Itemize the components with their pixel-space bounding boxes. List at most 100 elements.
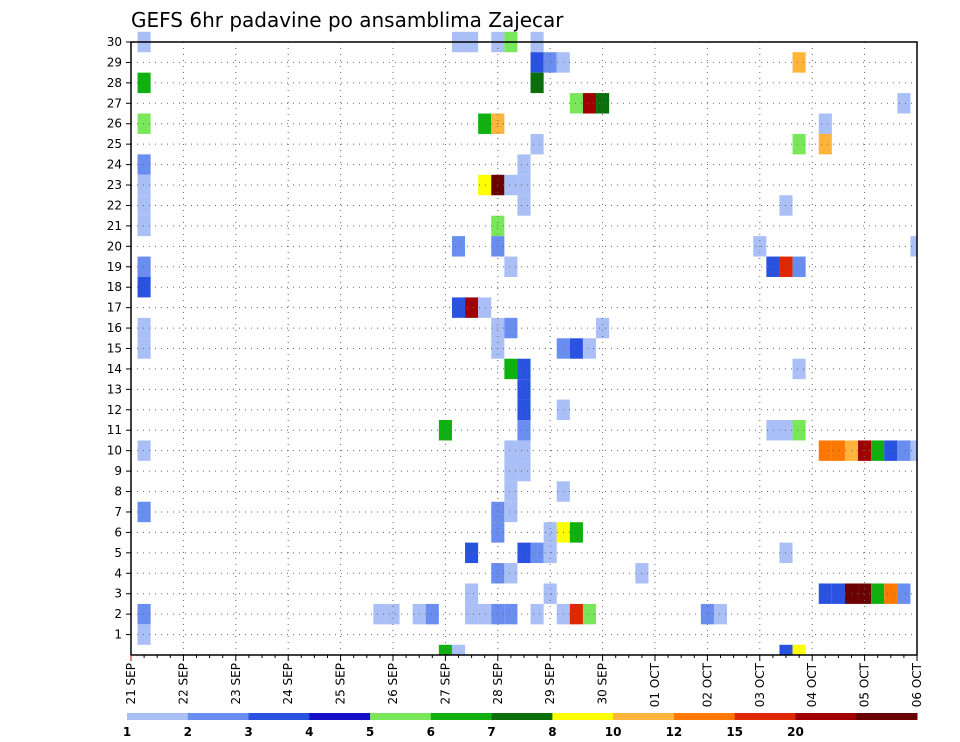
data-cell [530, 542, 544, 564]
data-cell [517, 358, 531, 380]
data-cell [543, 52, 557, 73]
data-cell [569, 522, 583, 543]
legend-label: 20 [787, 725, 804, 739]
data-cell [517, 154, 531, 175]
y-tick-label: 14 [107, 362, 122, 376]
data-cell [386, 603, 400, 625]
data-cell [543, 522, 557, 543]
data-cell [137, 603, 151, 625]
data-cell [569, 603, 583, 625]
data-cell [478, 113, 492, 134]
legend-label: 7 [487, 725, 495, 739]
data-cell [517, 399, 531, 421]
data-cell [884, 440, 898, 461]
legend-swatch [734, 713, 796, 720]
y-tick-label: 16 [107, 321, 122, 335]
legend-swatch [187, 713, 250, 720]
data-cell [504, 174, 518, 196]
x-axis: 21 SEP 22 SEP 23 SEP 24 SEP 25 SEP 26 SEP 27 S… [124, 655, 924, 707]
data-cell [451, 297, 466, 318]
data-cell [779, 644, 793, 655]
data-cell [137, 195, 151, 216]
y-tick-label: 29 [107, 55, 122, 69]
legend-label: 12 [666, 725, 683, 739]
y-tick-label: 13 [107, 382, 122, 396]
legend-swatch [491, 713, 553, 720]
data-cell [137, 276, 151, 298]
legend-label: 6 [427, 725, 435, 739]
y-tick-label: 18 [107, 280, 122, 294]
color-legend: 1 2 3 4 5 6 7 8 10 12 15 20 [123, 713, 918, 739]
legend-swatch [552, 713, 614, 720]
legend-swatch [370, 713, 432, 720]
data-cell [137, 256, 151, 277]
y-tick-label: 12 [107, 403, 122, 417]
data-cell [596, 317, 610, 339]
data-cell [858, 583, 872, 604]
y-tick-label: 9 [114, 464, 122, 478]
y-tick-label: 7 [114, 505, 122, 519]
data-cell [137, 215, 151, 237]
data-cell [137, 174, 151, 196]
data-cell [766, 420, 780, 441]
data-cell [465, 603, 479, 625]
x-tick-label: 22 SEP [176, 663, 190, 705]
y-tick-label: 19 [107, 260, 122, 274]
data-cell [137, 113, 151, 134]
x-tick-label: 02 OCT [700, 662, 714, 707]
data-cell [569, 338, 583, 359]
x-tick-label: 29 SEP [543, 663, 557, 705]
data-cell [373, 603, 387, 625]
legend-swatch [127, 713, 189, 720]
data-cell [465, 542, 479, 564]
data-cell [818, 133, 832, 155]
x-tick-label: 30 SEP [596, 663, 610, 705]
legend-swatch [309, 713, 371, 720]
data-cell [478, 603, 492, 625]
data-cell [425, 603, 439, 625]
y-tick-label: 28 [107, 76, 122, 90]
data-cell [792, 256, 806, 277]
legend-swatch [673, 713, 736, 720]
y-tick-label: 6 [114, 525, 122, 539]
data-cell [137, 338, 151, 359]
data-cell [137, 624, 151, 645]
data-cell [897, 440, 911, 461]
data-cell [897, 93, 911, 114]
x-tick-label: 06 OCT [910, 662, 924, 707]
data-cell [818, 113, 832, 134]
data-cell [478, 174, 492, 196]
data-cell [517, 174, 531, 196]
data-cell [530, 603, 544, 625]
data-cell [137, 440, 151, 461]
data-cell [438, 644, 452, 655]
data-cell [530, 72, 544, 94]
y-tick-label: 1 [114, 628, 122, 642]
data-cell [438, 420, 452, 441]
data-cell [569, 93, 583, 114]
data-cell [517, 460, 531, 482]
data-cell [137, 501, 151, 523]
x-tick-label: 01 OCT [648, 662, 662, 707]
x-tick-label: 25 SEP [334, 663, 348, 705]
data-cell [504, 481, 518, 502]
y-tick-label: 30 [107, 35, 122, 49]
legend-swatch [795, 713, 857, 720]
legend-label: 10 [605, 725, 622, 739]
data-cell [517, 420, 531, 441]
data-cell [792, 358, 806, 380]
x-tick-label: 21 SEP [124, 663, 138, 705]
data-cell [831, 583, 845, 604]
grid-lines [131, 41, 917, 655]
data-cell [582, 338, 597, 359]
legend-swatch [248, 713, 310, 720]
y-tick-label: 20 [107, 239, 122, 253]
y-axis: 1234567891011121314151617181920212223242… [107, 35, 131, 642]
legend-label: 3 [244, 725, 252, 739]
data-cell [543, 583, 557, 604]
y-tick-label: 25 [107, 137, 122, 151]
data-cell [517, 542, 531, 564]
data-cell [582, 93, 597, 114]
x-tick-label: 03 OCT [753, 662, 767, 707]
